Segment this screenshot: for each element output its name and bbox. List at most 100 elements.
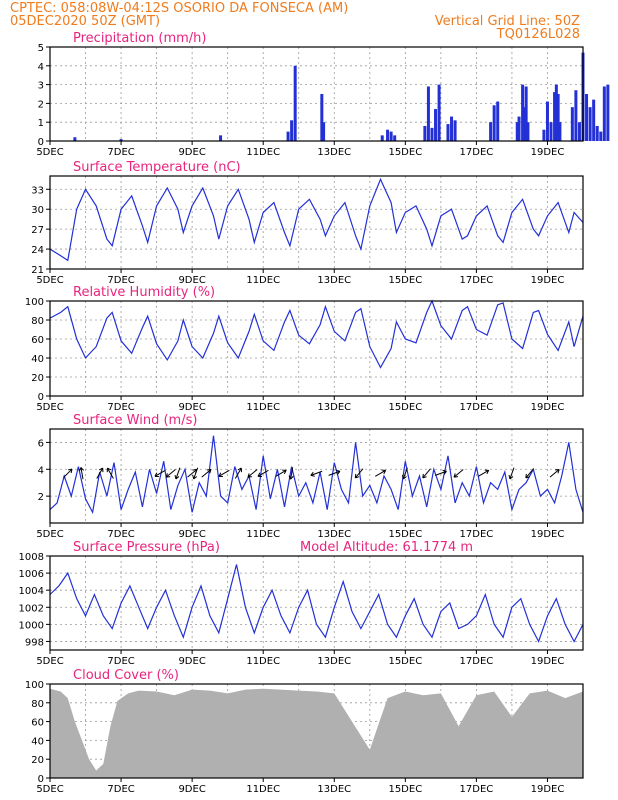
wind-arrow xyxy=(435,469,447,476)
wind-arrow-shaft xyxy=(453,469,464,478)
precipitation-ytick-label: 1 xyxy=(38,118,44,129)
header-run-time: 05DEC2020 50Z (GMT) xyxy=(10,14,160,29)
wind-arrow-head xyxy=(247,473,250,478)
wind-xtick-label: 17DEC xyxy=(460,529,494,540)
wind-arrow xyxy=(154,469,166,477)
pressure-ytick-label: 1004 xyxy=(19,586,44,597)
wind-arrow-shaft xyxy=(525,468,534,479)
cloud-cover-ytick-label: 20 xyxy=(31,755,44,766)
precipitation-ytick-label: 0 xyxy=(38,137,44,148)
humidity-ytick-label: 20 xyxy=(31,373,44,384)
wind-frame xyxy=(49,428,584,524)
temperature-xtick-label: 17DEC xyxy=(460,275,494,286)
wind-arrow-shaft xyxy=(187,469,198,478)
precipitation-bar xyxy=(453,120,457,141)
wind-arrow-head xyxy=(70,468,73,474)
wind-arrow xyxy=(453,469,464,478)
wind-arrow-head xyxy=(557,469,560,474)
wind-arrow-shaft xyxy=(165,469,176,478)
wind-arrow-head xyxy=(422,473,424,478)
pressure-xtick-label: 9DEC xyxy=(178,656,205,667)
wind-arrow-head xyxy=(486,470,490,475)
wind-arrow-head xyxy=(310,471,314,476)
wind-arrow xyxy=(96,467,104,479)
precipitation-xtick-label: 5DEC xyxy=(36,147,63,158)
wind-arrow xyxy=(288,467,294,480)
precipitation-bar xyxy=(556,94,560,141)
temperature-xtick-label: 11DEC xyxy=(246,275,280,286)
humidity-xtick-label: 15DEC xyxy=(388,402,422,413)
wind-arrow-head xyxy=(525,476,530,479)
panel-temperature: 21 24 27 30 33 5DEC 7DEC 9DEC 11DEC 13DEC 15DEC 17D… xyxy=(31,160,584,286)
pressure-xtick-label: 7DEC xyxy=(107,656,134,667)
precipitation-ytick-label: 4 xyxy=(38,62,44,73)
cloud-cover-ytick-label: 100 xyxy=(25,680,44,691)
pressure-ytick-label: 998 xyxy=(25,637,44,648)
wind-arrow-shaft xyxy=(290,467,294,480)
wind-arrow-head xyxy=(98,467,103,471)
humidity-xtick-label: 9DEC xyxy=(178,402,205,413)
precipitation-bar xyxy=(570,107,574,141)
precipitation-bar xyxy=(599,131,603,141)
humidity-series-line xyxy=(49,299,584,369)
wind-arrow-head xyxy=(453,476,459,478)
pressure-xtick-label: 11DEC xyxy=(246,656,280,667)
precipitation-bar xyxy=(119,139,123,141)
precipitation-xtick-label: 7DEC xyxy=(107,147,134,158)
cloud-cover-ytick-label: 80 xyxy=(31,699,44,710)
wind-arrow-head xyxy=(193,476,198,480)
precipitation-bar xyxy=(286,131,290,141)
panel-precipitation: 0 1 2 3 4 5 5DEC 7DEC 9DEC 11DEC 13DEC 15DEC 17DEC 19… xyxy=(36,31,610,158)
precipitation-bar xyxy=(606,84,610,141)
precipitation-bar xyxy=(492,105,496,141)
cloud-cover-xtick-label: 15DEC xyxy=(388,784,422,795)
pressure-ytick-label: 1006 xyxy=(19,569,44,580)
humidity-ytick-label: 40 xyxy=(31,354,44,365)
cloud-cover-title: Cloud Cover (%) xyxy=(73,668,179,683)
wind-arrow-shaft xyxy=(422,468,431,479)
wind-arrow-head xyxy=(192,474,195,480)
precipitation-bar xyxy=(496,101,500,141)
precipitation-bar xyxy=(602,86,606,141)
wind-xtick-label: 9DEC xyxy=(178,529,205,540)
temperature-series-line xyxy=(49,177,584,262)
precipitation-bar xyxy=(293,65,297,141)
pressure-xtick-label: 5DEC xyxy=(36,656,63,667)
wind-arrow-head xyxy=(107,467,112,471)
humidity-xtick-label: 7DEC xyxy=(107,402,134,413)
wind-xtick-label: 7DEC xyxy=(107,529,134,540)
wind-arrow-shaft xyxy=(201,469,212,478)
wind-arrow-head xyxy=(78,467,82,472)
panel-wind: 2 4 6 5DEC 7DEC 9DEC 11DEC 13DEC 15DEC 17DEC 19DEC… xyxy=(36,413,584,540)
precipitation-bar xyxy=(430,127,434,141)
precipitation-bar xyxy=(423,125,427,141)
temperature-xtick-label: 9DEC xyxy=(178,275,205,286)
wind-arrow xyxy=(63,468,73,478)
cloud-cover-ytick-label: 60 xyxy=(31,718,44,729)
cloud-cover-xtick-label: 5DEC xyxy=(36,784,63,795)
precipitation-bar xyxy=(577,122,581,141)
precipitation-bar xyxy=(585,94,589,141)
wind-arrow-head xyxy=(165,473,168,478)
precipitation-bar xyxy=(545,101,549,141)
wind-ytick-label: 2 xyxy=(38,492,44,503)
pressure-frame xyxy=(49,555,584,651)
wind-arrow xyxy=(525,468,534,479)
temperature-xtick-label: 7DEC xyxy=(107,275,134,286)
wind-arrow-head xyxy=(166,476,171,478)
pressure-ytick-label: 1000 xyxy=(19,620,44,631)
wind-xtick-label: 13DEC xyxy=(317,529,351,540)
temperature-xtick-label: 5DEC xyxy=(36,275,63,286)
wind-xtick-label: 15DEC xyxy=(388,529,422,540)
precipitation-bar xyxy=(515,122,519,141)
wind-arrow-head xyxy=(402,476,407,480)
wind-arrow-head xyxy=(174,474,177,480)
wind-arrow-head xyxy=(453,473,456,478)
precipitation-bar xyxy=(521,84,525,141)
wind-arrow xyxy=(310,470,323,477)
precipitation-bar xyxy=(595,125,599,141)
wind-arrow-shaft xyxy=(257,469,269,477)
wind-arrow xyxy=(508,467,515,480)
cloud-cover-xtick-label: 7DEC xyxy=(107,784,134,795)
